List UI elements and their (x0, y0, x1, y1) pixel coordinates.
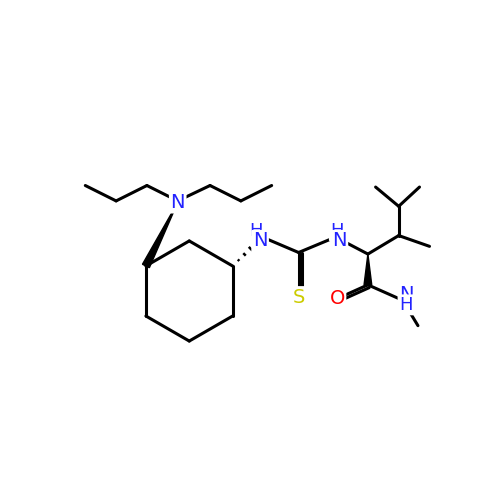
Text: N: N (170, 193, 185, 212)
Text: H: H (330, 222, 344, 240)
Text: N: N (399, 284, 413, 304)
Text: N: N (332, 232, 346, 250)
Text: N: N (253, 232, 268, 250)
Text: S: S (292, 288, 305, 306)
Text: O: O (330, 289, 345, 308)
Polygon shape (364, 254, 372, 285)
Text: H: H (250, 222, 263, 240)
Polygon shape (142, 202, 178, 268)
Text: H: H (400, 296, 413, 314)
